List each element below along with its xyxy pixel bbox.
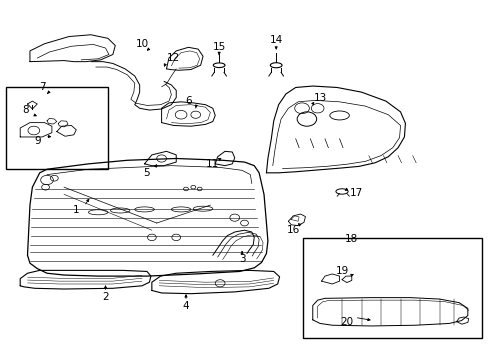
Bar bbox=[303, 238, 482, 338]
Text: 12: 12 bbox=[167, 53, 180, 63]
Text: 18: 18 bbox=[345, 234, 358, 244]
Text: 3: 3 bbox=[238, 254, 245, 264]
Text: 8: 8 bbox=[22, 105, 28, 115]
Text: 20: 20 bbox=[340, 317, 353, 327]
Text: 1: 1 bbox=[73, 206, 80, 216]
Text: 19: 19 bbox=[335, 266, 348, 276]
Text: 6: 6 bbox=[185, 96, 191, 106]
Bar bbox=[5, 87, 108, 169]
Text: 10: 10 bbox=[135, 39, 148, 49]
Text: 4: 4 bbox=[183, 301, 189, 311]
Text: 14: 14 bbox=[269, 35, 282, 45]
Text: 9: 9 bbox=[34, 136, 41, 145]
Text: 7: 7 bbox=[39, 82, 45, 92]
Text: 15: 15 bbox=[212, 42, 225, 52]
Text: 16: 16 bbox=[286, 225, 299, 235]
Text: 11: 11 bbox=[206, 159, 219, 169]
Text: 17: 17 bbox=[349, 188, 363, 198]
Text: 2: 2 bbox=[102, 292, 109, 302]
Text: 13: 13 bbox=[313, 93, 326, 103]
Text: 5: 5 bbox=[143, 168, 150, 178]
